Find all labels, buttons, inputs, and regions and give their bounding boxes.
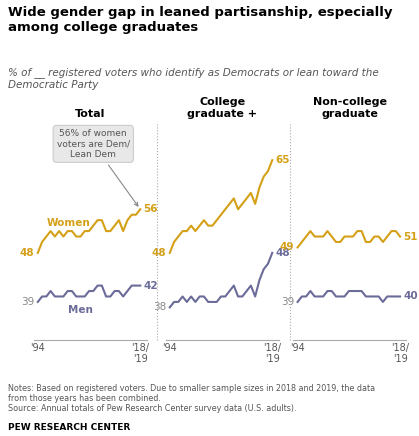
Text: 42: 42: [144, 281, 158, 290]
Text: 48: 48: [20, 248, 34, 258]
Title: Total: Total: [75, 109, 105, 119]
Text: PEW RESEARCH CENTER: PEW RESEARCH CENTER: [8, 423, 131, 432]
Text: Men: Men: [68, 305, 93, 315]
Text: 39: 39: [281, 297, 294, 307]
Text: Wide gender gap in leaned partisanship, especially
among college graduates: Wide gender gap in leaned partisanship, …: [8, 6, 393, 34]
Text: 48: 48: [276, 248, 290, 258]
Text: 40: 40: [403, 292, 418, 301]
Text: 65: 65: [276, 155, 290, 165]
Text: 56% of women
voters are Dem/
Lean Dem: 56% of women voters are Dem/ Lean Dem: [57, 129, 138, 206]
Text: 49: 49: [279, 242, 294, 252]
Text: 56: 56: [144, 204, 158, 214]
Text: 39: 39: [21, 297, 34, 307]
Title: College
graduate +: College graduate +: [187, 97, 257, 119]
Text: % of __ registered voters who identify as Democrats or lean toward the
Democrati: % of __ registered voters who identify a…: [8, 67, 379, 90]
Text: Notes: Based on registered voters. Due to smaller sample sizes in 2018 and 2019,: Notes: Based on registered voters. Due t…: [8, 384, 375, 413]
Title: Non-college
graduate: Non-college graduate: [313, 97, 387, 119]
Text: 51: 51: [403, 232, 418, 242]
Text: 38: 38: [153, 303, 166, 312]
Text: Women: Women: [47, 218, 90, 228]
Text: 48: 48: [152, 248, 166, 258]
